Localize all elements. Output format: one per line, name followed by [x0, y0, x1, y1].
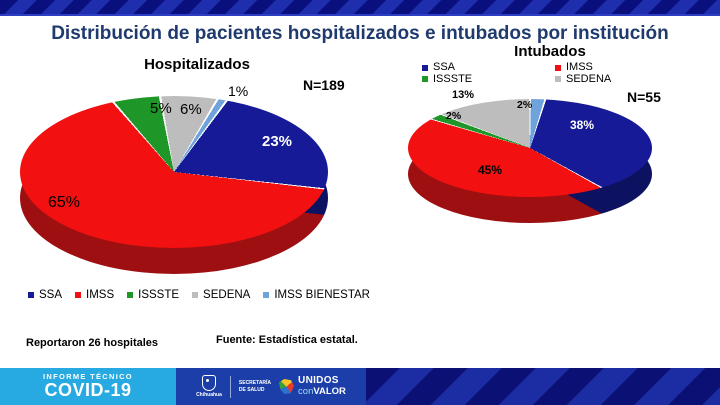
legend-label-imss-bienestar: IMSS BIENESTAR [274, 289, 370, 301]
pct-label-ssa-hosp: 23% [262, 133, 293, 150]
footer-stripe-band [366, 368, 720, 405]
footer-report-block: INFORME TÉCNICO COVID-19 [0, 368, 176, 405]
legend-marker-imss [75, 292, 82, 298]
footer-report-title: COVID-19 [44, 380, 132, 400]
legend-item-imss: IMSS [75, 289, 114, 301]
chart-title-hospitalizados: Hospitalizados [144, 56, 250, 73]
legend-marker-issste [422, 76, 428, 83]
legend-item-imss-bienestar: IMSS BIENESTAR [263, 289, 370, 301]
page-title: Distribución de pacientes hospitalizados… [51, 23, 669, 44]
legend-item-sedena: SEDENA [555, 72, 612, 86]
pct-label-imss-hosp: 65% [48, 194, 81, 211]
brand-valor: VALOR [313, 385, 346, 397]
legend-item-issste: ISSSTE [422, 72, 555, 86]
legend-label-ssa: SSA [39, 289, 63, 301]
legend-marker-sedena [555, 76, 561, 83]
legend-marker-ssa [28, 292, 34, 298]
gov-name: Chihuahua [196, 392, 222, 398]
pct-label-imssb-int: 2% [517, 99, 533, 111]
note-hospitals: Reportaron 26 hospitales [26, 337, 159, 349]
note-source: Fuente: Estadística estatal. [216, 334, 358, 346]
legend-marker-imss-bienestar [263, 292, 270, 298]
legend-label-ssa: SSA [433, 61, 456, 73]
brand-unidos: UNIDOS [298, 375, 339, 387]
pct-label-sedena-hosp: 6% [180, 101, 202, 118]
legend-marker-sedena [192, 292, 199, 298]
legend-hospitalizados: SSA IMSS ISSSTE SEDENA IMSS BIENESTAR [28, 289, 370, 301]
gov-logo: Chihuahua [196, 375, 222, 398]
pie-hospitalizados [20, 96, 328, 274]
chart-title-intubados: Intubados [514, 43, 586, 60]
pie-intubados-top [408, 99, 652, 197]
pct-label-issste-hosp: 5% [150, 100, 172, 117]
secretariat-label: SECRETARÍA DE SALUD [239, 380, 271, 394]
legend-item-imss: IMSS [555, 61, 611, 74]
legend-marker-issste [127, 292, 134, 298]
legend-label-sedena: SEDENA [203, 289, 251, 301]
pct-label-sedena-int: 13% [452, 89, 475, 101]
legend-item-ssa: SSA [422, 61, 555, 74]
legend-label-imss: IMSS [86, 289, 115, 301]
pie-hospitalizados-top [20, 96, 328, 248]
brand-con: con [298, 385, 314, 397]
chihuahua-shield-icon [201, 375, 216, 391]
unidos-con-valor-logo: UNIDOS conVALOR [279, 376, 346, 396]
n-label-intubados: N=55 [627, 89, 661, 105]
footer-report-label: INFORME TÉCNICO [43, 372, 133, 381]
pct-label-imss-int: 45% [478, 163, 503, 177]
legend-item-issste: ISSSTE [127, 289, 179, 301]
top-stripe-band [0, 0, 720, 16]
pct-label-issste-int: 2% [446, 110, 462, 122]
footer-divider [229, 375, 231, 398]
secretariat-line2: DE SALUD [238, 386, 265, 393]
secretariat-line1: SECRETARÍA [238, 379, 272, 386]
footer-logo-block: Chihuahua SECRETARÍA DE SALUD UNIDOS con… [176, 368, 366, 405]
legend-intubados: SSA IMSS ISSSTE SEDENA [422, 61, 612, 86]
pie-intubados [408, 99, 652, 249]
legend-item-ssa: SSA [28, 289, 62, 301]
legend-item-sedena: SEDENA [192, 289, 250, 301]
brand-convalor: conVALOR [298, 385, 346, 397]
brand-text: UNIDOS conVALOR [298, 376, 346, 396]
chihuahua-map-icon [279, 379, 295, 394]
legend-label-issste: ISSSTE [433, 72, 473, 85]
legend-label-issste: ISSSTE [138, 289, 180, 301]
pct-label-imssb-hosp: 1% [228, 83, 249, 99]
legend-label-sedena: SEDENA [566, 72, 612, 85]
n-label-hospitalizados: N=189 [303, 77, 345, 93]
legend-label-imss: IMSS [566, 61, 593, 73]
legend-marker-ssa [422, 64, 428, 71]
pct-label-ssa-int: 38% [570, 118, 595, 132]
footer: INFORME TÉCNICO COVID-19 Chihuahua SECRE… [0, 368, 720, 405]
legend-marker-imss [555, 64, 561, 71]
